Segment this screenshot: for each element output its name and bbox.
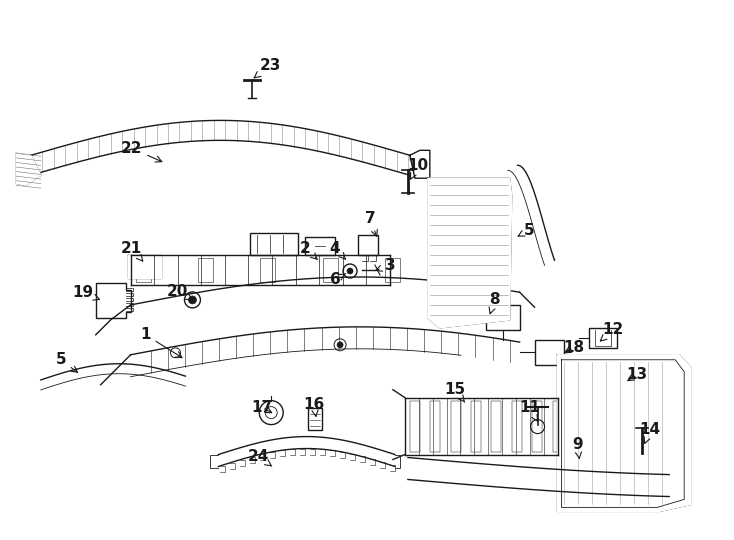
Polygon shape <box>358 235 378 255</box>
Polygon shape <box>617 368 642 384</box>
Circle shape <box>189 296 197 304</box>
Text: 7: 7 <box>365 211 377 237</box>
Text: 12: 12 <box>600 322 624 341</box>
Polygon shape <box>428 178 512 328</box>
Text: 23: 23 <box>254 58 281 78</box>
Polygon shape <box>305 237 335 255</box>
Circle shape <box>639 454 646 462</box>
Text: 19: 19 <box>72 286 100 300</box>
Text: 20: 20 <box>167 285 194 300</box>
Polygon shape <box>16 153 41 185</box>
Polygon shape <box>534 340 564 365</box>
Text: 1: 1 <box>140 327 182 357</box>
Polygon shape <box>128 255 161 278</box>
Circle shape <box>337 342 343 348</box>
Text: 15: 15 <box>444 382 465 402</box>
Polygon shape <box>486 305 520 330</box>
Circle shape <box>347 268 353 274</box>
Text: 22: 22 <box>121 141 161 162</box>
Text: 21: 21 <box>121 240 143 261</box>
Text: 13: 13 <box>627 367 648 382</box>
Text: 4: 4 <box>330 240 346 259</box>
Polygon shape <box>558 355 691 511</box>
Polygon shape <box>308 408 322 430</box>
Text: 11: 11 <box>519 400 540 421</box>
Polygon shape <box>250 233 298 255</box>
Text: 6: 6 <box>330 273 346 287</box>
Text: 5: 5 <box>518 222 535 238</box>
Text: 2: 2 <box>299 240 317 259</box>
Text: 17: 17 <box>252 400 273 415</box>
Text: 8: 8 <box>489 293 500 314</box>
Text: 3: 3 <box>376 258 395 273</box>
Text: 24: 24 <box>247 449 272 466</box>
Text: 5: 5 <box>56 352 78 372</box>
Text: 9: 9 <box>572 437 583 458</box>
Polygon shape <box>589 328 617 348</box>
Text: 18: 18 <box>563 340 584 355</box>
Polygon shape <box>95 283 131 318</box>
Text: 16: 16 <box>304 397 324 416</box>
Text: 10: 10 <box>407 158 429 179</box>
Text: 14: 14 <box>640 422 661 443</box>
